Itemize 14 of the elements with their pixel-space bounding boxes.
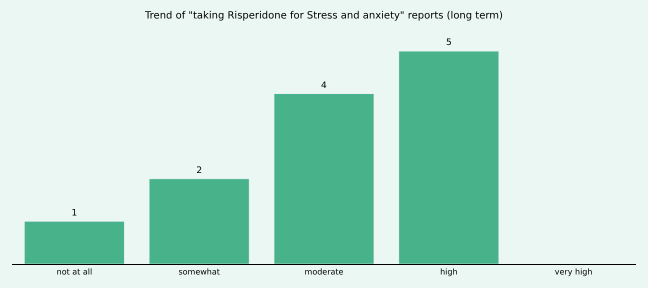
data-label: 1 bbox=[72, 208, 78, 218]
bar bbox=[274, 94, 374, 264]
data-label: 2 bbox=[196, 166, 202, 176]
data-label: 5 bbox=[446, 38, 452, 48]
x-tick-label: somewhat bbox=[178, 268, 220, 277]
x-tick-label: very high bbox=[554, 268, 592, 277]
x-tick-label: not at all bbox=[56, 268, 92, 277]
data-label: 4 bbox=[321, 80, 327, 91]
x-tick-label: moderate bbox=[304, 268, 344, 277]
bar bbox=[149, 178, 250, 264]
bar bbox=[24, 221, 125, 264]
x-tick-label: high bbox=[440, 268, 458, 277]
bar bbox=[398, 50, 499, 264]
chart-title: Trend of "taking Risperidone for Stress and anxiety" reports (long term) bbox=[144, 10, 504, 22]
